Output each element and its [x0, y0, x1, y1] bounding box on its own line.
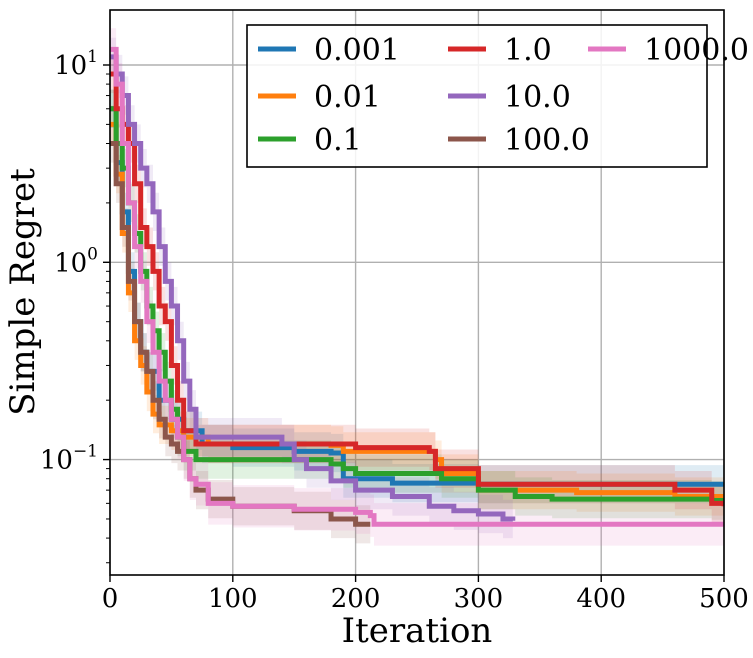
legend-label-1000.0: 1000.0 — [644, 33, 749, 68]
legend-label-1.0: 1.0 — [504, 33, 552, 68]
band-0.01 — [110, 105, 724, 516]
x-tick-label: 100 — [208, 584, 258, 614]
axis-ticks: 0 100 200 300 400 500 10−1 100 101 — [40, 47, 749, 614]
y-tick-label: 100 — [54, 244, 98, 278]
series-line-10.0 — [110, 54, 516, 522]
legend-label-100.0: 100.0 — [504, 123, 590, 158]
series-line-1000.0 — [110, 46, 724, 527]
x-tick-label: 0 — [102, 584, 119, 614]
y-tick-label: 10−1 — [40, 442, 98, 476]
x-tick-label: 200 — [331, 584, 381, 614]
legend-label-10.0: 10.0 — [504, 80, 571, 115]
legend-label-0.01: 0.01 — [314, 80, 381, 115]
legend-label-0.1: 0.1 — [314, 123, 362, 158]
legend-label-0.001: 0.001 — [314, 33, 400, 68]
series-lines — [110, 46, 724, 527]
x-axis-title: Iteration — [342, 611, 493, 651]
x-tick-label: 400 — [576, 584, 626, 614]
x-tick-label: 300 — [454, 584, 504, 614]
y-tick-label: 101 — [54, 47, 98, 81]
y-axis-title: Simple Regret — [3, 168, 43, 416]
band-1.0 — [110, 54, 724, 526]
legend: 0.001 0.01 0.1 1.0 10.0 100.0 1000.0 — [246, 24, 749, 168]
x-tick-label: 500 — [699, 584, 749, 614]
